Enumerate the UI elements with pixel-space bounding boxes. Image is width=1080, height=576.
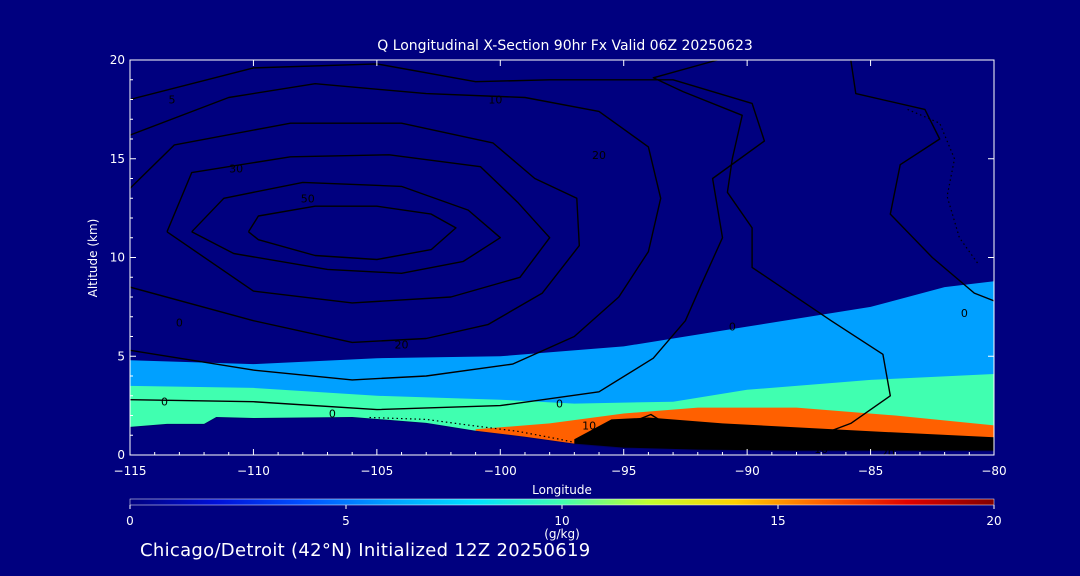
- contour-value-label-14: 0: [961, 307, 968, 320]
- contour-value-label-12: 10: [814, 443, 828, 456]
- contour-value-label-4: 50: [301, 192, 315, 205]
- y-tick-label-4: 20: [110, 53, 125, 67]
- chart-title: Q Longitudinal X-Section 90hr Fx Valid 0…: [377, 38, 753, 54]
- contour-line-9: [660, 438, 970, 451]
- x-tick-label-3: −100: [484, 464, 517, 478]
- colorbar-axis: 0 5 10 15 20: [126, 505, 1002, 528]
- contour-line-1: [191, 181, 501, 274]
- terrain-mask: [130, 417, 994, 455]
- x-tick-label-0: −115: [114, 464, 147, 478]
- contour-line-7: [850, 60, 994, 302]
- colorbar-tick-label-1: 5: [342, 514, 350, 528]
- contour-value-label-6: 20: [395, 338, 409, 351]
- location-caption: Chicago/Detroit (42°N) Initialized 12Z 2…: [140, 540, 591, 561]
- contour-line-0: [247, 205, 457, 261]
- contour-line-2: [166, 154, 551, 304]
- contour-line-4: [130, 82, 662, 381]
- y-tick-label-2: 10: [110, 251, 125, 265]
- axis-layer: −115 −110 −105 −100 −95 −90 −85 −80 0 5 10 15 20: [110, 53, 1007, 478]
- contour-value-label-11: 10: [582, 419, 596, 432]
- y-tick-label-1: 5: [117, 349, 125, 363]
- colorbar-tick-label-4: 20: [986, 514, 1001, 528]
- x-tick-label-6: −85: [858, 464, 883, 478]
- y-tick-label-0: 0: [117, 448, 125, 462]
- y-tick-label-3: 15: [110, 152, 125, 166]
- dotted-contour-1: [907, 108, 980, 266]
- x-tick-label-2: −105: [360, 464, 393, 478]
- contour-value-label-10: 0: [556, 398, 563, 411]
- colorbar: [129, 498, 995, 506]
- x-tick-label-7: −80: [981, 464, 1006, 478]
- humidity-region-5: [697, 437, 945, 453]
- contour-label-layer: 5 10 20 30 50 0 20 0 0 0 0 10 10 20 0: [161, 94, 968, 460]
- contour-line-3: [130, 122, 580, 344]
- contour-value-label-7: 0: [729, 321, 736, 334]
- contour-value-label-2: 20: [592, 149, 606, 162]
- colorbar-tick-label-0: 0: [126, 514, 134, 528]
- x-tick-label-4: −95: [611, 464, 636, 478]
- contour-value-label-0: 5: [168, 94, 175, 107]
- contour-line-6: [652, 60, 891, 440]
- contour-line-10: [623, 413, 669, 446]
- contour-value-label-13: 20: [881, 447, 895, 460]
- contour-value-label-3: 30: [229, 163, 243, 176]
- colorbar-tick-label-3: 15: [770, 514, 785, 528]
- colorbar-tick-label-2: 10: [554, 514, 569, 528]
- contour-value-label-9: 0: [329, 408, 336, 421]
- contour-layer: [130, 60, 994, 451]
- terrain-layer: [130, 416, 994, 455]
- contour-line-5: [130, 63, 766, 411]
- contour-value-label-5: 0: [176, 317, 183, 330]
- x-tick-label-5: −90: [734, 464, 759, 478]
- x-axis-label: Longitude: [532, 483, 592, 497]
- y-axis-label: Altitude (km): [86, 219, 100, 298]
- terrain-outline: [130, 416, 994, 452]
- x-tick-label-1: −110: [237, 464, 270, 478]
- contour-value-label-8: 0: [161, 396, 168, 409]
- contour-value-label-1: 10: [488, 94, 502, 107]
- contour-line-8: [652, 430, 994, 448]
- colorbar-units-label: (g/kg): [544, 527, 580, 541]
